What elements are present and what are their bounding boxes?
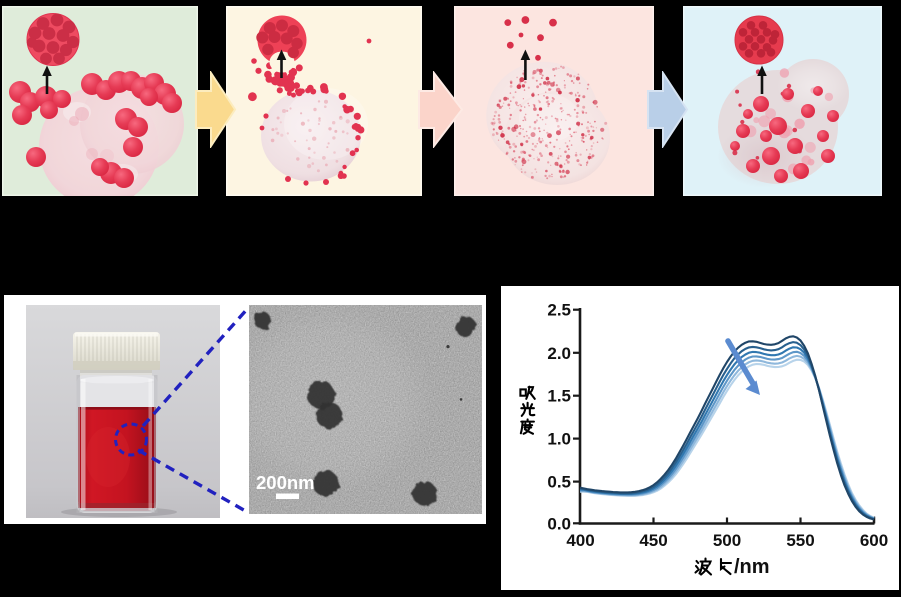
svg-text:2.0: 2.0 [547, 344, 571, 363]
svg-text:500: 500 [713, 531, 741, 550]
svg-text:600: 600 [860, 531, 888, 550]
svg-text:200nm: 200nm [256, 472, 315, 493]
svg-text:1.0: 1.0 [547, 430, 571, 449]
svg-text:1.5: 1.5 [547, 387, 571, 406]
svg-text:0.0: 0.0 [547, 514, 571, 533]
svg-text:2.5: 2.5 [547, 301, 571, 320]
svg-text:400: 400 [566, 531, 594, 550]
svg-text:450: 450 [639, 531, 667, 550]
svg-text:550: 550 [786, 531, 814, 550]
svg-text:/nm: /nm [734, 556, 770, 578]
svg-text:0.5: 0.5 [547, 473, 571, 492]
